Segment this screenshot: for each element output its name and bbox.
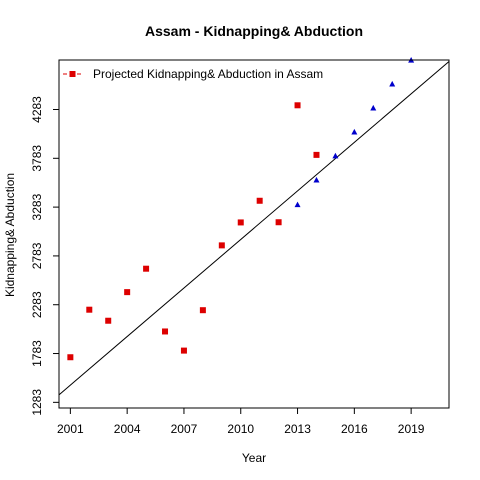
observed-point bbox=[105, 318, 111, 324]
observed-point bbox=[276, 219, 282, 225]
y-tick-label: 3783 bbox=[30, 145, 44, 172]
legend-marker bbox=[70, 71, 76, 77]
x-axis-label: Year bbox=[242, 451, 266, 465]
chart-title: Assam - Kidnapping& Abduction bbox=[145, 23, 363, 39]
y-tick-label: 2283 bbox=[30, 291, 44, 318]
observed-point bbox=[200, 307, 206, 313]
x-tick-label: 2007 bbox=[171, 422, 198, 436]
x-tick-label: 2004 bbox=[114, 422, 141, 436]
y-tick-label: 1783 bbox=[30, 340, 44, 367]
observed-point bbox=[313, 152, 319, 158]
y-tick-label: 4283 bbox=[30, 96, 44, 123]
legend: Projected Kidnapping& Abduction in Assam bbox=[63, 67, 323, 81]
observed-point bbox=[238, 219, 244, 225]
x-tick-label: 2001 bbox=[57, 422, 84, 436]
observed-point bbox=[86, 307, 92, 313]
legend-label: Projected Kidnapping& Abduction in Assam bbox=[93, 67, 323, 81]
observed-point bbox=[219, 242, 225, 248]
observed-point bbox=[295, 102, 301, 108]
observed-point bbox=[257, 198, 263, 204]
y-tick-label: 1283 bbox=[30, 389, 44, 416]
x-tick-label: 2019 bbox=[398, 422, 425, 436]
x-tick-label: 2010 bbox=[227, 422, 254, 436]
observed-point bbox=[124, 289, 130, 295]
y-tick-label: 3283 bbox=[30, 193, 44, 220]
y-tick-label: 2783 bbox=[30, 242, 44, 269]
x-tick-label: 2013 bbox=[284, 422, 311, 436]
y-axis-label: Kidnapping& Abduction bbox=[3, 173, 17, 297]
observed-point bbox=[67, 354, 73, 360]
x-tick-label: 2016 bbox=[341, 422, 368, 436]
observed-point bbox=[181, 348, 187, 354]
observed-point bbox=[143, 266, 149, 272]
observed-point bbox=[162, 328, 168, 334]
